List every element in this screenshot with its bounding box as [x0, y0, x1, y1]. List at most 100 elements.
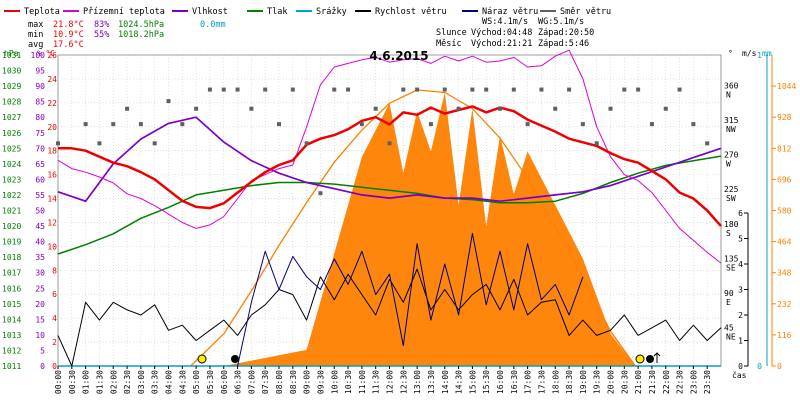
- stats-rain: 0.0mm: [200, 20, 226, 30]
- tick-solar: 464: [777, 238, 792, 247]
- series-line: [57, 116, 722, 203]
- tick-celsius: 26: [47, 51, 57, 60]
- tick-solar: 1044: [777, 82, 796, 91]
- solar-area: [190, 92, 636, 366]
- tick-direction: 90: [724, 289, 734, 298]
- tick-x: 05:30: [206, 370, 215, 394]
- wind-direction-point: [125, 106, 130, 111]
- tick-celsius: 24: [47, 75, 57, 84]
- tick-hpa: 1011: [2, 362, 21, 371]
- tick-x: 23:00: [689, 370, 698, 394]
- wind-direction-point: [56, 141, 60, 146]
- tick-direction-name: S: [726, 229, 731, 238]
- tick-percent: 70: [35, 144, 45, 153]
- stats-min-label: min: [28, 30, 43, 40]
- tick-direction: 315: [724, 116, 739, 125]
- tick-direction: 45: [724, 323, 734, 332]
- wind-direction-point: [359, 122, 364, 127]
- wind-ws: WS:4.1m/s: [482, 17, 528, 27]
- wind-direction-point: [373, 106, 378, 111]
- wind-direction-point: [580, 122, 585, 127]
- tick-x: 15:00: [468, 370, 477, 394]
- tick-x: 19:30: [593, 370, 602, 394]
- tick-hpa: 1023: [2, 175, 21, 184]
- wind-direction-point: [442, 87, 447, 92]
- tick-percent: 85: [35, 98, 45, 107]
- wind-direction-point: [138, 122, 143, 127]
- wind-direction-point: [207, 87, 212, 92]
- tick-x: 03:30: [151, 370, 160, 394]
- tick-wind: 2: [738, 311, 743, 320]
- axes: hPa% °C1011101210131014101510161017101810…: [2, 49, 796, 371]
- axis-title-rain: mm: [762, 49, 772, 58]
- tick-x: 02:00: [109, 370, 118, 394]
- tick-wind: 3: [738, 286, 743, 295]
- tick-x: 01:30: [95, 370, 104, 394]
- wind-direction-point: [235, 87, 240, 92]
- wind-direction-point: [166, 99, 171, 104]
- tick-hpa: 1027: [2, 113, 21, 122]
- tick-solar: 580: [777, 207, 792, 216]
- tick-x: 15:30: [482, 370, 491, 394]
- tick-percent: 10: [35, 331, 45, 340]
- tick-celsius: 0: [52, 362, 57, 371]
- tick-percent: 50: [35, 207, 45, 216]
- legend-item: Rychlost větru: [375, 7, 447, 17]
- tick-x: 10:30: [344, 370, 353, 394]
- tick-percent: 5: [40, 346, 45, 355]
- wind-direction-point: [594, 141, 599, 146]
- stats-max-press: 1024.5hPa: [118, 20, 164, 30]
- tick-wind: 4: [738, 260, 743, 269]
- x-axis: 00:00 00:30 01:00 01:30 02:00 02:30 03:00 03:30…: [54, 366, 712, 394]
- tick-rain: 1: [757, 51, 762, 60]
- tick-celsius: 14: [47, 195, 57, 204]
- tick-hpa: 1016: [2, 284, 21, 293]
- tick-x: 06:30: [234, 370, 243, 394]
- tick-hpa: 1030: [2, 67, 21, 76]
- tick-x: 16:30: [510, 370, 519, 394]
- stats-max-hum: 83%: [94, 20, 109, 30]
- tick-percent: 90: [35, 82, 45, 91]
- tick-x: 00:00: [54, 370, 63, 394]
- tick-hpa: 1022: [2, 191, 21, 200]
- wind-wg: WG:5.1m/s: [538, 17, 584, 27]
- wind-direction-point: [498, 106, 502, 111]
- tick-x: 09:00: [303, 370, 312, 394]
- tick-x: 17:00: [524, 370, 533, 394]
- tick-solar: 0: [777, 362, 782, 371]
- tick-x: 02:30: [123, 370, 132, 394]
- wind-direction-point: [290, 87, 295, 92]
- legend-item: Náraz větru: [482, 7, 538, 17]
- tick-x: 21:30: [648, 370, 657, 394]
- tick-x: 08:30: [289, 370, 298, 394]
- wind-direction-point: [622, 87, 627, 92]
- tick-x: 17:30: [537, 370, 546, 394]
- legend-item: Srážky: [316, 7, 347, 17]
- tick-percent: 95: [35, 67, 45, 76]
- tick-direction-name: NW: [726, 125, 736, 134]
- legend: Teplota Přízemní teplota Vlhkost Tlak Srážky…: [4, 7, 611, 17]
- stats-min-temp: 10.9°C: [53, 30, 84, 40]
- wind-direction-point: [608, 106, 613, 111]
- series-line: [57, 155, 722, 255]
- tick-x: 22:30: [676, 370, 685, 394]
- sun-label: Slunce: [436, 28, 467, 38]
- wind-direction-point: [705, 141, 710, 146]
- wind-direction-point: [484, 87, 489, 92]
- moonset-icon: [231, 355, 239, 363]
- tick-x: 14:00: [441, 370, 450, 394]
- tick-direction-name: W: [726, 160, 731, 169]
- tick-hpa: 1015: [2, 300, 21, 309]
- wind-direction-point: [691, 122, 696, 127]
- wind-direction-point: [304, 141, 309, 146]
- tick-hpa: 1020: [2, 222, 21, 231]
- wind-direction-point: [401, 87, 406, 92]
- axis-title-hpa: hPa: [4, 49, 19, 58]
- tick-solar: 116: [777, 331, 792, 340]
- wind-direction-point: [511, 87, 516, 92]
- wind-direction-point: [346, 87, 351, 92]
- stats-max-temp: 21.8°C: [53, 20, 84, 30]
- tick-x: 13:00: [413, 370, 422, 394]
- tick-x: 05:00: [192, 370, 201, 394]
